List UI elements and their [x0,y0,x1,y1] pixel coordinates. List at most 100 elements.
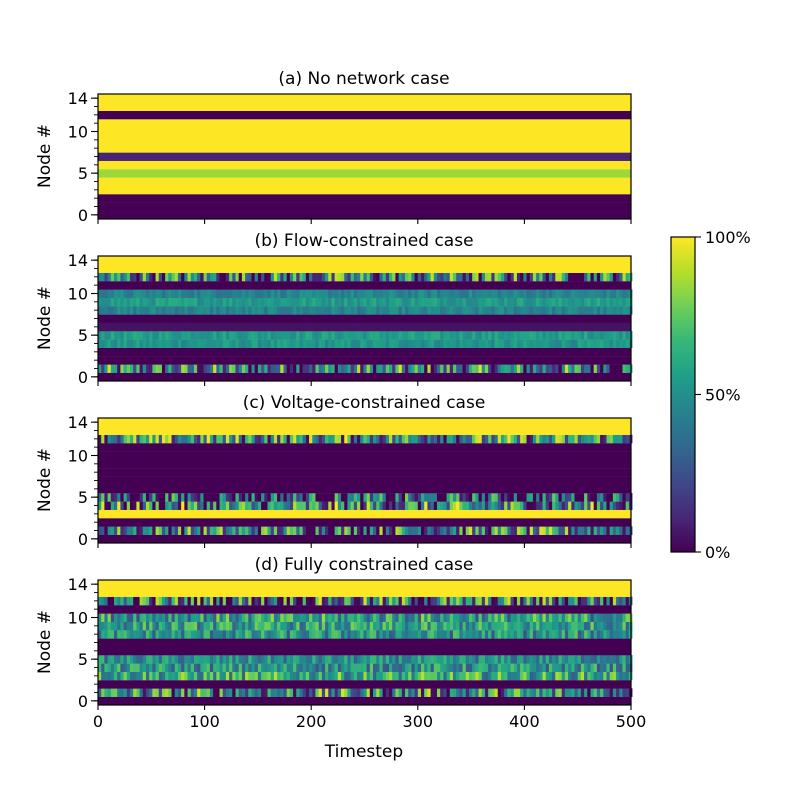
heatmap-cell [398,272,403,282]
heatmap-cell [222,331,227,340]
heatmap-cell [321,688,326,697]
heatmap-row-node-0 [98,696,631,706]
heatmap-cell [385,663,390,672]
heatmap-cell [552,613,556,622]
heatmap-cell [459,364,463,373]
heatmap-cell [590,331,595,340]
heatmap-cell [312,655,316,664]
heatmap-cell [123,434,128,444]
heatmap-cell [129,655,134,664]
heatmap-row-node-7 [98,476,631,485]
heatmap-cell [475,339,479,348]
heatmap-cell [606,671,611,681]
heatmap-cell [561,339,566,348]
heatmap-cell [245,331,249,340]
heatmap-cell [584,339,588,348]
heatmap-cell [478,493,483,502]
heatmap-cell [126,621,131,631]
heatmap-cell [120,306,124,315]
heatmap-cell [277,630,281,639]
heatmap-cell [545,306,550,315]
heatmap-cell [344,434,348,444]
heatmap-cell [129,596,134,606]
heatmap-cell [456,526,460,535]
heatmap-cell [363,671,368,681]
heatmap-cell [584,688,588,697]
heatmap-cell [197,621,201,631]
heatmap-cell [267,671,272,681]
heatmap-cell [270,339,275,348]
heatmap-cell [200,289,204,298]
heatmap-cell [232,526,236,535]
heatmap-cell [101,493,105,502]
heatmap-cell [440,526,444,535]
heatmap-row-node-12 [98,596,633,606]
heatmap-cell [366,289,371,298]
heatmap-b [98,255,633,382]
heatmap-cell [126,671,131,681]
heatmap-cell [334,289,339,298]
heatmap-cell [168,434,172,444]
heatmap-cell [548,526,553,535]
heatmap-cell [529,621,534,631]
heatmap-cell [149,272,153,282]
heatmap-cell [488,331,492,340]
heatmap-cell [193,501,198,510]
x-tick-label: 0 [93,712,103,731]
heatmap-cell [603,297,607,307]
heatmap-cell [98,630,102,639]
heatmap-cell [625,306,630,315]
heatmap-cell [133,526,137,535]
heatmap-cell [488,364,492,373]
heatmap-cell [385,289,390,298]
heatmap-cell [254,493,259,502]
heatmap-cell [395,596,400,606]
heatmap-cell [321,493,326,502]
heatmap-cell [456,493,460,502]
heatmap-cell [520,272,524,282]
heatmap-cell [161,306,166,315]
heatmap-cell [347,297,352,307]
heatmap-cell [392,688,396,697]
heatmap-cell [344,655,348,664]
heatmap-cell [440,493,444,502]
heatmap-cell [305,289,310,298]
heatmap-cell [401,493,406,502]
heatmap-cell [270,434,275,444]
heatmap-cell [603,306,607,315]
heatmap-cell [376,526,380,535]
heatmap-cell [104,613,108,622]
heatmap-cell [481,272,486,282]
heatmap-cell [238,434,243,444]
heatmap-cell [603,655,607,664]
heatmap-cell [168,688,172,697]
heatmap-cell [376,688,380,697]
y-tick-label: 10 [68,609,88,628]
heatmap-cell [548,493,553,502]
heatmap-cell [360,306,364,315]
heatmap-cell [133,688,137,697]
heatmap-cell [302,596,307,606]
heatmap-cell [472,688,476,697]
heatmap-cell [587,493,591,502]
heatmap-cell [529,364,534,373]
heatmap-cell [369,434,374,444]
heatmap-cell [449,621,454,631]
heatmap-cell [433,272,438,282]
heatmap-cell [452,289,457,298]
heatmap-cell [232,434,236,444]
heatmap-cell [238,501,243,510]
heatmap-cell [472,297,476,307]
heatmap-cell [420,331,425,340]
heatmap-cell [225,655,230,664]
heatmap-cell [523,671,527,681]
heatmap-cell [532,339,537,348]
heatmap-cell [526,331,531,340]
heatmap-cell [456,364,460,373]
heatmap-cell [395,501,400,510]
heatmap-cell [98,484,631,494]
heatmap-cell [107,289,112,298]
heatmap-cell [251,630,256,639]
heatmap-cell [420,289,425,298]
heatmap-cell [190,630,195,639]
